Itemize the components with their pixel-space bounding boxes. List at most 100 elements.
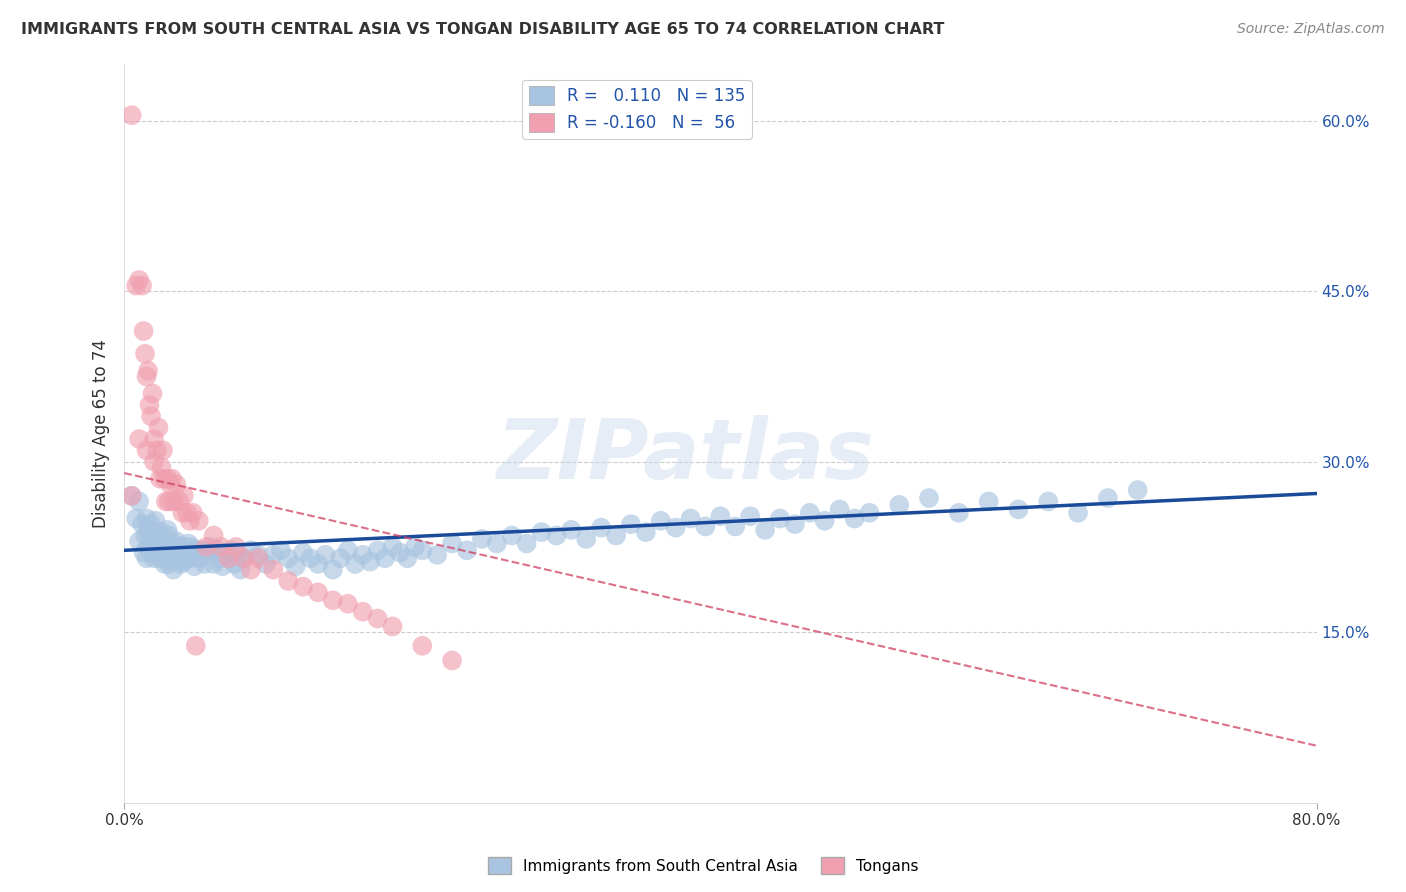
Point [157,545,180,559]
Point [169,494,191,508]
Point [125,278,148,293]
Point [180,540,202,554]
Point [226,548,249,562]
Point [152,443,174,458]
Point [229,563,252,577]
Point [156,523,179,537]
Point [139,409,162,424]
Point [307,585,329,599]
Point [143,528,166,542]
Point [724,519,747,533]
Point [181,506,204,520]
Point [516,536,538,550]
Point [159,540,181,554]
Point [441,536,464,550]
Point [172,506,194,520]
Point [173,489,195,503]
Point [139,517,162,532]
Point [121,489,143,503]
Point [292,580,315,594]
Point [471,532,494,546]
Point [844,511,866,525]
Point [184,639,207,653]
Point [136,523,159,537]
Point [322,563,344,577]
Point [143,432,166,446]
Point [141,534,163,549]
Point [195,540,218,554]
Point [152,548,174,562]
Point [202,557,225,571]
Point [292,545,315,559]
Point [146,525,169,540]
Point [143,551,166,566]
Point [145,514,167,528]
Point [367,611,389,625]
Point [145,536,167,550]
Point [329,551,352,566]
Point [165,477,187,491]
Point [132,324,155,338]
Point [159,477,181,491]
Point [501,528,523,542]
Point [149,536,172,550]
Point [262,563,284,577]
Legend: R =   0.110   N = 135, R = -0.160   N =  56: R = 0.110 N = 135, R = -0.160 N = 56 [522,79,752,139]
Point [135,443,157,458]
Point [411,543,433,558]
Point [157,494,180,508]
Point [132,545,155,559]
Point [162,494,184,508]
Point [1126,483,1149,497]
Text: ZIPatlas: ZIPatlas [496,415,873,496]
Point [176,506,198,520]
Point [858,506,880,520]
Point [184,543,207,558]
Point [352,548,374,562]
Point [183,559,205,574]
Point [177,536,200,550]
Point [211,559,233,574]
Point [134,347,156,361]
Point [208,551,231,566]
Point [396,551,419,566]
Point [160,472,183,486]
Point [152,532,174,546]
Point [174,540,197,554]
Point [218,551,240,566]
Point [167,551,190,566]
Point [1067,506,1090,520]
Point [162,536,184,550]
Point [181,548,204,562]
Point [322,593,344,607]
Point [128,534,150,549]
Point [135,369,157,384]
Point [153,557,176,571]
Legend: Immigrants from South Central Asia, Tongans: Immigrants from South Central Asia, Tong… [482,851,924,880]
Point [138,398,160,412]
Point [148,531,170,545]
Point [359,555,381,569]
Point [254,557,277,571]
Point [209,540,232,554]
Point [277,574,299,588]
Point [948,506,970,520]
Point [270,543,292,558]
Point [650,514,672,528]
Point [591,520,613,534]
Point [153,472,176,486]
Point [799,506,821,520]
Point [814,514,837,528]
Point [977,494,1000,508]
Point [1038,494,1060,508]
Point [131,517,153,532]
Point [560,523,582,537]
Point [128,273,150,287]
Point [530,525,553,540]
Text: IMMIGRANTS FROM SOUTH CENTRAL ASIA VS TONGAN DISABILITY AGE 65 TO 74 CORRELATION: IMMIGRANTS FROM SOUTH CENTRAL ASIA VS TO… [21,22,945,37]
Point [314,548,336,562]
Point [149,551,172,566]
Point [336,543,359,558]
Point [155,540,177,554]
Point [128,432,150,446]
